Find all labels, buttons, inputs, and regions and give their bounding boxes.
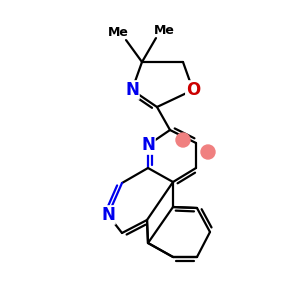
- Text: Me: Me: [108, 26, 128, 38]
- Text: N: N: [141, 136, 155, 154]
- Text: Me: Me: [154, 23, 174, 37]
- Text: O: O: [186, 81, 200, 99]
- Text: N: N: [125, 81, 139, 99]
- Circle shape: [176, 133, 190, 147]
- Circle shape: [201, 145, 215, 159]
- Text: N: N: [101, 206, 115, 224]
